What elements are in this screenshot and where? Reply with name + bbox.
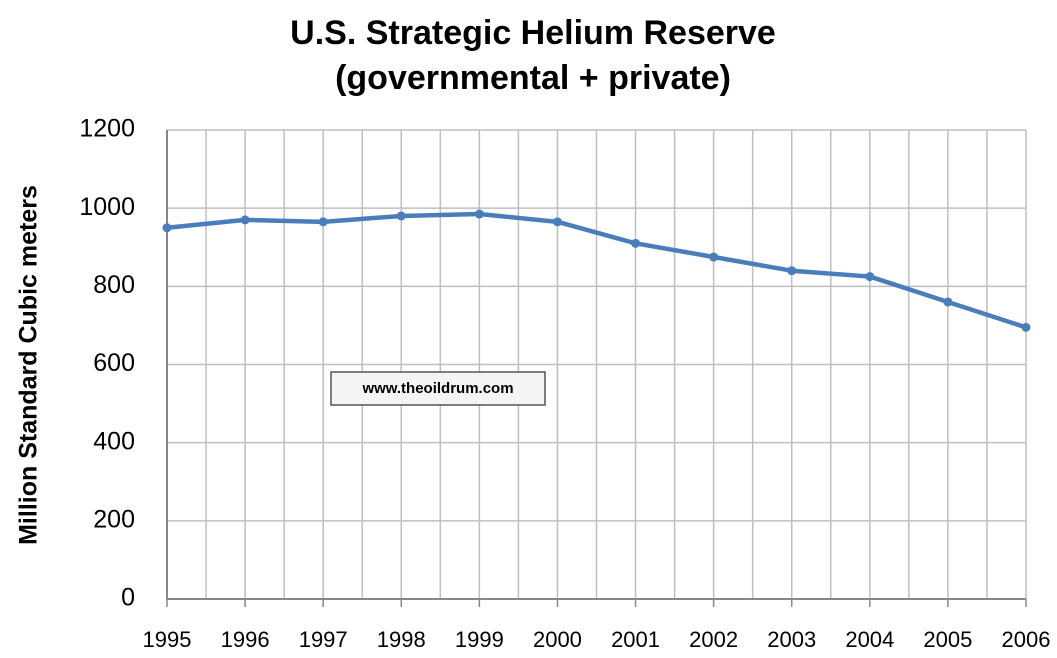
x-tick-label: 2001 bbox=[611, 627, 660, 652]
data-point bbox=[162, 223, 172, 233]
annotation: www.theoildrum.com bbox=[361, 380, 513, 397]
x-tick-label: 1995 bbox=[143, 627, 192, 652]
x-tick-label: 2003 bbox=[767, 627, 816, 652]
x-tick-label: 2000 bbox=[533, 627, 582, 652]
x-tick-label: 1996 bbox=[221, 627, 270, 652]
x-tick-label: 2004 bbox=[845, 627, 894, 652]
y-tick-label: 0 bbox=[121, 584, 135, 612]
data-point bbox=[709, 252, 719, 262]
chart-title: U.S. Strategic Helium Reserve bbox=[290, 14, 776, 52]
data-line bbox=[166, 211, 1027, 330]
data-point bbox=[1021, 322, 1031, 332]
data-point bbox=[552, 217, 562, 227]
data-point bbox=[318, 217, 328, 227]
data-point bbox=[865, 272, 875, 282]
y-axis-label: Million Standard Cubic meters bbox=[15, 185, 43, 545]
data-point bbox=[240, 215, 250, 225]
y-tick-label: 1200 bbox=[79, 115, 135, 143]
data-point bbox=[631, 238, 641, 248]
x-tick-label: 1998 bbox=[377, 627, 426, 652]
y-tick-label: 800 bbox=[93, 271, 135, 299]
data-point bbox=[943, 297, 953, 307]
annotation-box bbox=[330, 371, 546, 406]
x-tick-label: 1997 bbox=[299, 627, 348, 652]
data-point bbox=[787, 266, 797, 276]
x-tick-label: 2006 bbox=[1002, 627, 1051, 652]
y-tick-label: 1000 bbox=[79, 193, 135, 221]
y-tick-label: 200 bbox=[93, 505, 135, 533]
y-tick-label: 600 bbox=[93, 349, 135, 377]
x-tick-label: 2005 bbox=[923, 627, 972, 652]
data-point bbox=[474, 209, 484, 219]
chart-subtitle: (governmental + private) bbox=[335, 59, 731, 97]
y-tick-label: 400 bbox=[93, 427, 135, 455]
x-tick-label: 2002 bbox=[689, 627, 738, 652]
x-tick-label: 1999 bbox=[455, 627, 504, 652]
data-point bbox=[396, 211, 406, 221]
